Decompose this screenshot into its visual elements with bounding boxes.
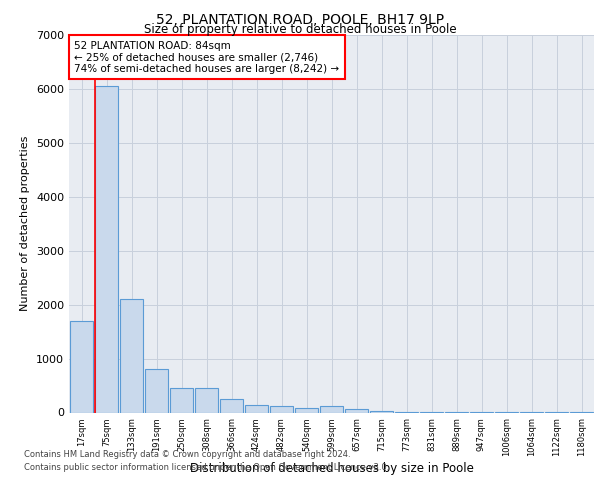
- Bar: [120, 299, 143, 412]
- Text: Size of property relative to detached houses in Poole: Size of property relative to detached ho…: [143, 22, 457, 36]
- Bar: [245, 406, 268, 412]
- Text: 52 PLANTATION ROAD: 84sqm
← 25% of detached houses are smaller (2,746)
74% of se: 52 PLANTATION ROAD: 84sqm ← 25% of detac…: [74, 40, 340, 74]
- Bar: [95, 86, 118, 412]
- X-axis label: Distribution of detached houses by size in Poole: Distribution of detached houses by size …: [190, 462, 473, 475]
- Text: Contains HM Land Registry data © Crown copyright and database right 2024.: Contains HM Land Registry data © Crown c…: [24, 450, 350, 459]
- Bar: [295, 408, 318, 412]
- Bar: [145, 370, 168, 412]
- Y-axis label: Number of detached properties: Number of detached properties: [20, 136, 31, 312]
- Bar: [70, 321, 93, 412]
- Bar: [170, 388, 193, 412]
- Bar: [195, 388, 218, 412]
- Text: Contains public sector information licensed under the Open Government Licence v3: Contains public sector information licen…: [24, 462, 389, 471]
- Bar: [320, 406, 343, 412]
- Bar: [220, 399, 243, 412]
- Bar: [345, 410, 368, 412]
- Bar: [270, 406, 293, 412]
- Text: 52, PLANTATION ROAD, POOLE, BH17 9LP: 52, PLANTATION ROAD, POOLE, BH17 9LP: [156, 12, 444, 26]
